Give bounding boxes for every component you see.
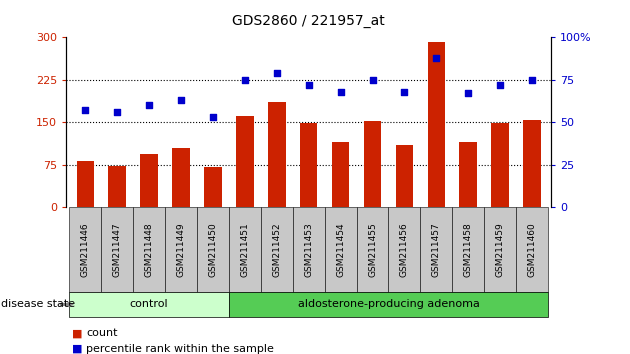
- Point: [399, 89, 410, 95]
- Bar: [524, 120, 541, 207]
- Point: [144, 102, 154, 108]
- Point: [208, 114, 218, 120]
- Point: [432, 55, 442, 61]
- Bar: [428, 42, 445, 207]
- Text: GSM211456: GSM211456: [400, 222, 409, 277]
- Point: [112, 109, 122, 115]
- Point: [304, 82, 314, 87]
- Bar: [491, 123, 509, 207]
- Text: count: count: [86, 329, 118, 338]
- Bar: [364, 121, 381, 207]
- Text: GDS2860 / 221957_at: GDS2860 / 221957_at: [232, 14, 385, 28]
- Bar: [108, 166, 126, 207]
- Text: GSM211457: GSM211457: [432, 222, 441, 277]
- Text: GSM211451: GSM211451: [241, 222, 249, 277]
- Bar: [236, 116, 254, 207]
- Text: GSM211458: GSM211458: [464, 222, 472, 277]
- Text: percentile rank within the sample: percentile rank within the sample: [86, 344, 274, 354]
- Bar: [332, 142, 350, 207]
- Text: GSM211448: GSM211448: [145, 222, 154, 277]
- Text: ■: ■: [72, 329, 83, 338]
- Bar: [396, 145, 413, 207]
- Point: [495, 82, 505, 87]
- Bar: [172, 148, 190, 207]
- Text: GSM211452: GSM211452: [272, 222, 281, 277]
- Point: [367, 77, 377, 82]
- Point: [272, 70, 282, 76]
- Bar: [76, 161, 94, 207]
- Text: GSM211460: GSM211460: [527, 222, 537, 277]
- Text: aldosterone-producing adenoma: aldosterone-producing adenoma: [297, 299, 479, 309]
- Text: disease state: disease state: [1, 299, 76, 309]
- Bar: [300, 123, 318, 207]
- Text: control: control: [130, 299, 168, 309]
- Text: GSM211459: GSM211459: [496, 222, 505, 277]
- Point: [176, 97, 186, 103]
- Bar: [268, 102, 285, 207]
- Text: GSM211450: GSM211450: [209, 222, 217, 277]
- Text: ■: ■: [72, 344, 83, 354]
- Text: GSM211453: GSM211453: [304, 222, 313, 277]
- Text: GSM211454: GSM211454: [336, 222, 345, 277]
- Point: [527, 77, 537, 82]
- Point: [463, 90, 473, 96]
- Point: [336, 89, 346, 95]
- Text: GSM211449: GSM211449: [176, 222, 186, 277]
- Text: GSM211446: GSM211446: [81, 222, 90, 277]
- Point: [80, 107, 90, 113]
- Text: GSM211447: GSM211447: [113, 222, 122, 277]
- Bar: [140, 154, 158, 207]
- Text: GSM211455: GSM211455: [368, 222, 377, 277]
- Bar: [459, 142, 477, 207]
- Bar: [204, 167, 222, 207]
- Point: [240, 77, 250, 82]
